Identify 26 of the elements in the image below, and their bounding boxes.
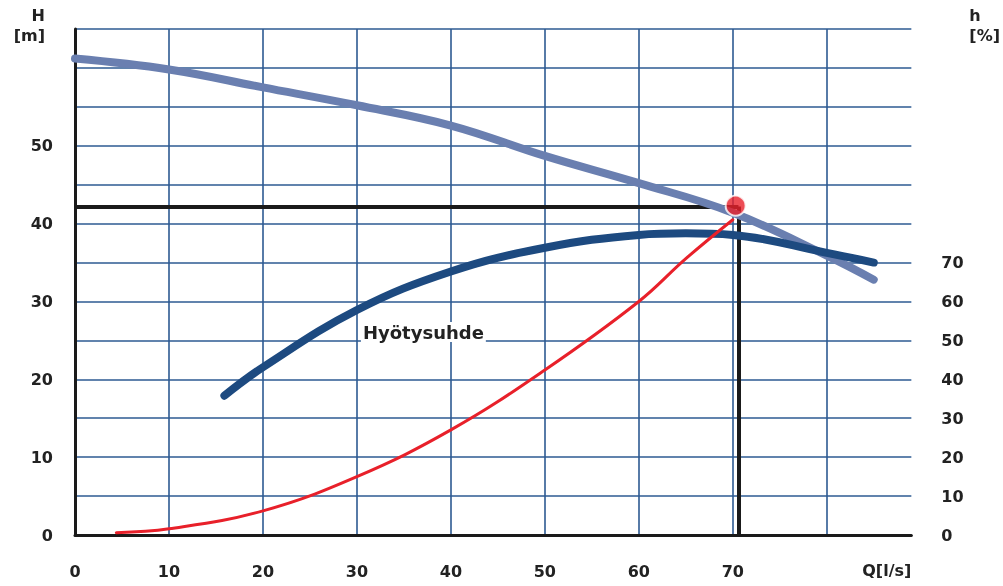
y2-tick-label: 0	[941, 525, 953, 545]
y2-tick-label: 40	[941, 369, 964, 389]
y-tick-label: 20	[30, 369, 53, 389]
y-tick-label: 50	[30, 136, 53, 156]
x-axis-title: Q[l/s]	[862, 560, 912, 580]
y2-tick-label: 70	[941, 253, 964, 273]
x-tick-label: 10	[157, 561, 181, 581]
y2-tick-label: 50	[941, 330, 964, 350]
series-label: Hyötysuhde	[362, 321, 484, 343]
y2-tick-label: 60	[941, 291, 964, 311]
y-tick-label: 40	[30, 214, 53, 234]
y2-axis-title: h [%]	[969, 5, 1000, 45]
x-tick-label: 20	[251, 561, 275, 581]
y-tick-label: 30	[30, 291, 53, 311]
x-tick-label: 30	[345, 561, 369, 581]
y-tick-label: 0	[41, 525, 53, 545]
x-tick-label: 0	[69, 561, 81, 581]
y-tick-label: 10	[30, 447, 53, 467]
x-tick-label: 40	[439, 561, 463, 581]
x-tick-label: 50	[533, 561, 556, 581]
y-axis-title: H [m]	[13, 5, 45, 45]
y2-tick-label: 10	[941, 486, 964, 506]
x-tick-label: 70	[721, 561, 744, 581]
y2-tick-label: 20	[941, 447, 964, 467]
x-tick-label: 60	[627, 561, 650, 581]
y2-tick-label: 30	[941, 408, 964, 428]
